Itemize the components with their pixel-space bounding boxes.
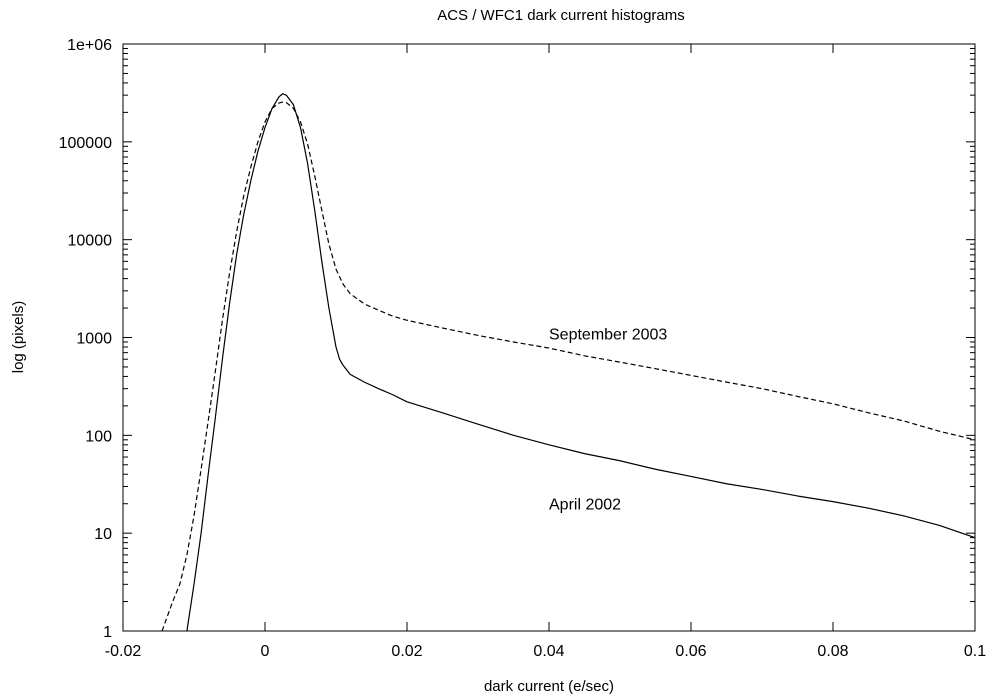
series-layer [161, 93, 975, 631]
series-line-april-2002 [186, 93, 975, 631]
x-axis: -0.02 0 0.02 0.04 0.06 0.08 0.1 [105, 44, 986, 660]
series-line-september-2003 [161, 101, 975, 631]
y-tick-label: 10 [94, 526, 112, 543]
chart-title: ACS / WFC1 dark current histograms [437, 7, 685, 24]
x-axis-label: dark current (e/sec) [484, 678, 614, 695]
y-axis: 1 10 100 1000 10000 100000 1e+06 [59, 37, 975, 641]
series-label: April 2002 [549, 497, 621, 514]
y-tick-label: 100 [85, 428, 112, 445]
y-axis-label: log (pixels) [10, 301, 27, 374]
x-tick-label: 0.02 [391, 643, 422, 660]
x-tick-label: 0 [261, 643, 270, 660]
x-tick-label: 0.06 [675, 643, 706, 660]
series-labels: September 2003 April 2002 [549, 326, 667, 513]
y-tick-label: 1e+06 [67, 37, 112, 54]
x-tick-label: -0.02 [105, 643, 142, 660]
y-tick-label: 100000 [59, 135, 112, 152]
y-tick-label: 10000 [68, 233, 113, 250]
x-tick-label: 0.04 [533, 643, 564, 660]
y-tick-label: 1000 [76, 331, 112, 348]
y-tick-label: 1 [103, 624, 112, 641]
x-tick-label: 0.1 [964, 643, 986, 660]
series-label: September 2003 [549, 326, 667, 343]
x-tick-label: 0.08 [817, 643, 848, 660]
